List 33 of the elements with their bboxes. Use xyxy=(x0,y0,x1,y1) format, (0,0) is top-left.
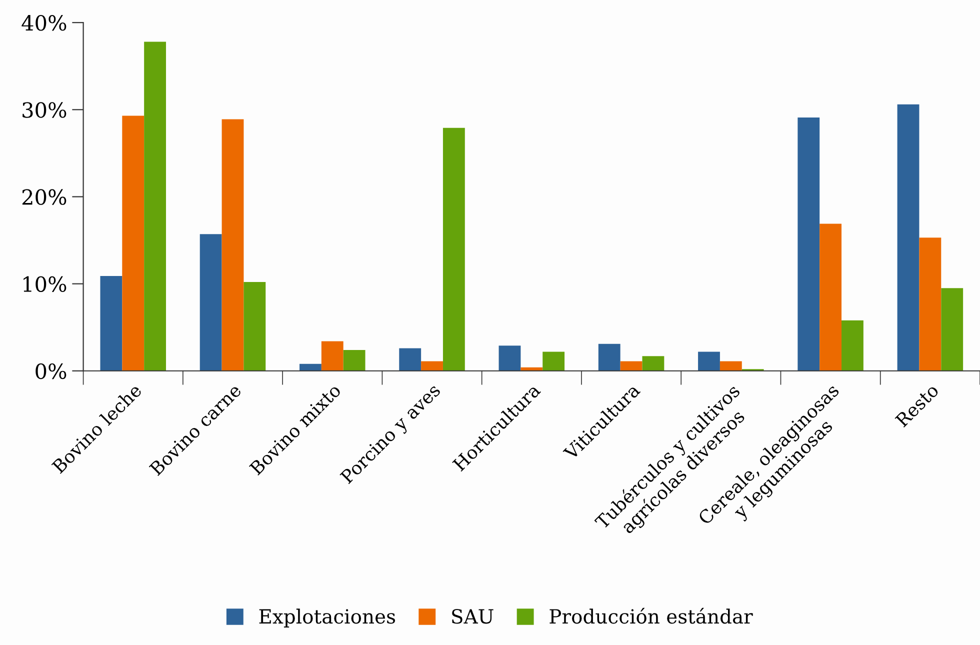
bar xyxy=(300,364,322,371)
bar xyxy=(399,348,422,371)
y-tick-label: 40% xyxy=(22,15,66,31)
bar xyxy=(442,128,465,371)
legend-label: Producción estándar xyxy=(550,608,753,624)
bar xyxy=(842,320,864,371)
bar xyxy=(321,341,344,371)
bar xyxy=(698,352,720,371)
y-tick-label: 0% xyxy=(36,363,66,380)
y-tick-label: 30% xyxy=(22,102,66,118)
bar xyxy=(798,117,820,371)
bar xyxy=(941,288,964,371)
bar xyxy=(222,119,244,371)
legend-label: SAU xyxy=(452,609,494,624)
bar xyxy=(343,350,366,371)
bar xyxy=(598,344,620,371)
y-tick-label: 20% xyxy=(22,189,66,205)
y-tick-label: 10% xyxy=(24,276,66,292)
bar xyxy=(498,346,521,371)
legend-label: Explotaciones xyxy=(259,608,396,628)
bar xyxy=(144,42,166,371)
bar xyxy=(919,238,942,371)
bar xyxy=(542,352,565,371)
bar xyxy=(244,282,266,371)
bar xyxy=(820,224,842,371)
bar xyxy=(122,116,144,371)
bar xyxy=(620,361,642,371)
bar xyxy=(421,361,443,371)
bar xyxy=(642,356,664,371)
bar xyxy=(720,361,742,371)
bar xyxy=(200,234,222,371)
bar xyxy=(897,104,920,371)
bar xyxy=(100,276,122,371)
